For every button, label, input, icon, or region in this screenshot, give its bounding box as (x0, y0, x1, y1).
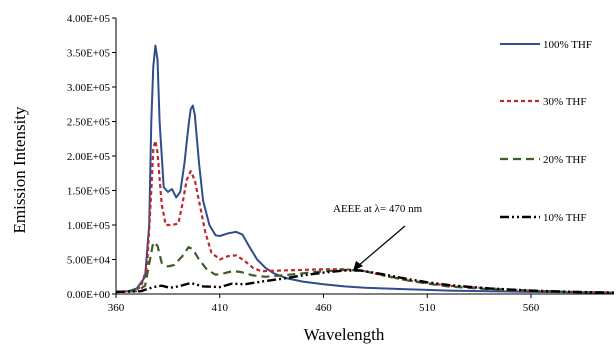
x-tick-label: 560 (523, 302, 540, 314)
y-tick-label: 3.50E+05 (67, 48, 111, 60)
y-tick-label: 1.00E+05 (67, 220, 111, 232)
annotation: AEEE at λ= 470 nm (333, 203, 423, 271)
y-tick-label: 4.00E+05 (67, 13, 111, 25)
annotation-arrow (357, 225, 406, 267)
y-tick-label: 2.50E+05 (67, 117, 111, 129)
series-line (115, 269, 615, 294)
y-tick-labels: 0.00E+00 5.00E+04 1.00E+05 1.50E+05 2.00E+05… (67, 13, 116, 301)
x-tick-label: 410 (212, 302, 229, 314)
y-axis-title: Emission Intensity (10, 106, 29, 234)
legend-label: 10% THF (543, 212, 587, 224)
x-tick-labels: 360 410 460 510 560 (108, 294, 540, 314)
y-tick-label: 5.00E+04 (67, 255, 111, 267)
legend-label: 20% THF (543, 154, 587, 166)
annotation-text: AEEE at λ= 470 nm (333, 203, 423, 215)
legend: 100% THF 30% THF 20% THF 10% THF (500, 39, 592, 224)
legend-label: 100% THF (543, 39, 592, 51)
y-tick-label: 2.00E+05 (67, 151, 111, 163)
series-line (115, 139, 615, 294)
series-line (115, 241, 615, 294)
y-tick-label: 0.00E+00 (67, 289, 111, 301)
series-line (115, 44, 615, 294)
x-tick-label: 360 (108, 302, 125, 314)
x-axis-title: Wavelength (304, 325, 385, 344)
x-tick-label: 460 (315, 302, 332, 314)
y-tick-label: 1.50E+05 (67, 186, 111, 198)
plot-lines (115, 44, 615, 294)
x-tick-label: 510 (419, 302, 436, 314)
axes (115, 18, 614, 295)
y-tick-label: 3.00E+05 (67, 82, 111, 94)
arrow-head-icon (353, 261, 363, 271)
legend-label: 30% THF (543, 96, 587, 108)
